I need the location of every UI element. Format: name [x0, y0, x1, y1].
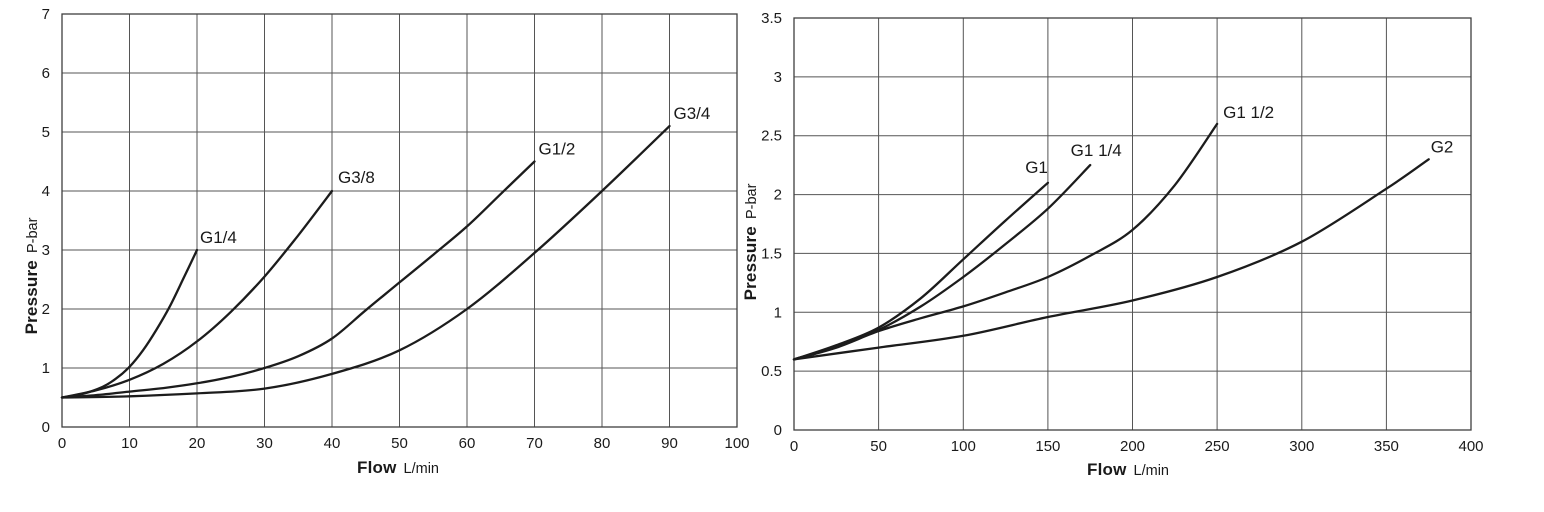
y-tick-label: 1 [42, 360, 50, 377]
right-chart-y-axis-title: Pressure P-bar [741, 184, 761, 301]
right-chart-curve-labels: G1 G1 1/4 G1 1/2 G2 [1025, 103, 1453, 177]
left-chart-curves [60, 124, 671, 399]
left-chart-curve-labels: G1/4 G3/8 G1/2 G3/4 [200, 104, 710, 247]
right-chart-y-axis-label: Pressure [741, 226, 760, 301]
x-tick-label: 100 [724, 435, 749, 452]
x-tick-label: 350 [1374, 438, 1399, 455]
right-chart-frame [793, 17, 1472, 431]
x-tick-label: 50 [870, 438, 887, 455]
x-tick-label: 300 [1289, 438, 1314, 455]
right-chart-x-axis-title: Flow L/min [1087, 460, 1169, 480]
left-chart-y-axis-title: Pressure P-bar [22, 218, 42, 335]
y-tick-label: 4 [42, 183, 50, 200]
y-tick-label: 2 [774, 187, 782, 204]
curve-g2 [792, 158, 1430, 361]
x-tick-label: 10 [121, 435, 138, 452]
left-chart-grid [61, 13, 738, 428]
right-chart: 0 50 100 150 200 250 300 350 400 0 0.5 1 1.5 2 2.5 3 3.5… [761, 10, 1483, 455]
x-tick-label: 0 [790, 438, 798, 455]
curve-label-g1-1-4: G1 1/4 [1071, 141, 1122, 160]
x-tick-label: 90 [661, 435, 678, 452]
right-chart-y-axis-unit: P-bar [744, 183, 760, 220]
curve-label-g3-8: G3/8 [338, 168, 375, 187]
left-chart: 0 10 20 30 40 50 60 70 80 90 10001234567G1/4G3/8G1… [42, 6, 750, 452]
left-chart-x-axis-unit: L/min [403, 461, 439, 477]
y-tick-label: 7 [42, 6, 50, 23]
x-tick-label: 400 [1458, 438, 1483, 455]
x-tick-label: 150 [1035, 438, 1060, 455]
y-tick-label: 3 [774, 69, 782, 86]
y-tick-label: 0.5 [761, 363, 782, 380]
x-tick-label: 60 [459, 435, 476, 452]
curve-label-g3-4: G3/4 [674, 104, 711, 123]
curve-g1-2 [60, 160, 536, 399]
curve-g3-8 [60, 189, 334, 399]
right-chart-x-axis-label: Flow [1087, 460, 1127, 479]
right-chart-x-axis-unit: L/min [1133, 463, 1169, 479]
y-tick-label: 1.5 [761, 245, 782, 262]
curve-label-g1-1-2: G1 1/2 [1223, 103, 1274, 122]
right-chart-grid [793, 17, 1472, 431]
left-chart-y-axis-label: Pressure [22, 260, 41, 335]
x-tick-label: 80 [594, 435, 611, 452]
x-tick-label: 100 [951, 438, 976, 455]
y-tick-label: 3 [42, 242, 50, 259]
left-chart-x-axis-title: Flow L/min [357, 458, 439, 478]
y-tick-label: 0 [42, 419, 50, 436]
x-tick-label: 30 [256, 435, 273, 452]
x-tick-label: 50 [391, 435, 408, 452]
x-tick-label: 200 [1120, 438, 1145, 455]
y-tick-label: 2.5 [761, 128, 782, 145]
left-chart-x-axis-label: Flow [357, 458, 397, 477]
y-tick-label: 2 [42, 301, 50, 318]
y-tick-label: 3.5 [761, 10, 782, 27]
x-tick-label: 20 [189, 435, 206, 452]
curve-label-g1: G1 [1025, 158, 1048, 177]
curve-g1-1-2 [792, 122, 1219, 361]
x-tick-label: 40 [324, 435, 341, 452]
curve-g3-4 [60, 124, 671, 399]
y-tick-label: 5 [42, 124, 50, 141]
curve-label-g1-2: G1/2 [539, 140, 576, 159]
right-chart-tick-labels: 0 50 100 150 200 250 300 350 400 0 0.5 1 1.5 2 2.5 3 3.5 [761, 10, 1483, 455]
left-chart-tick-labels: 0 10 20 30 40 50 60 70 80 90 100 0 1 2 3 4 5 6 7 [42, 6, 750, 452]
curve-label-g1-4: G1/4 [200, 228, 237, 247]
x-tick-label: 70 [526, 435, 543, 452]
curve-label-g2: G2 [1431, 137, 1454, 156]
right-chart-curves [792, 122, 1430, 361]
left-chart-frame [61, 13, 738, 428]
y-tick-label: 1 [774, 304, 782, 321]
y-tick-label: 6 [42, 65, 50, 82]
curve-g1 [792, 181, 1050, 361]
left-chart-y-axis-unit: P-bar [25, 217, 41, 254]
y-tick-label: 0 [774, 422, 782, 439]
x-tick-label: 0 [58, 435, 66, 452]
x-tick-label: 250 [1205, 438, 1230, 455]
